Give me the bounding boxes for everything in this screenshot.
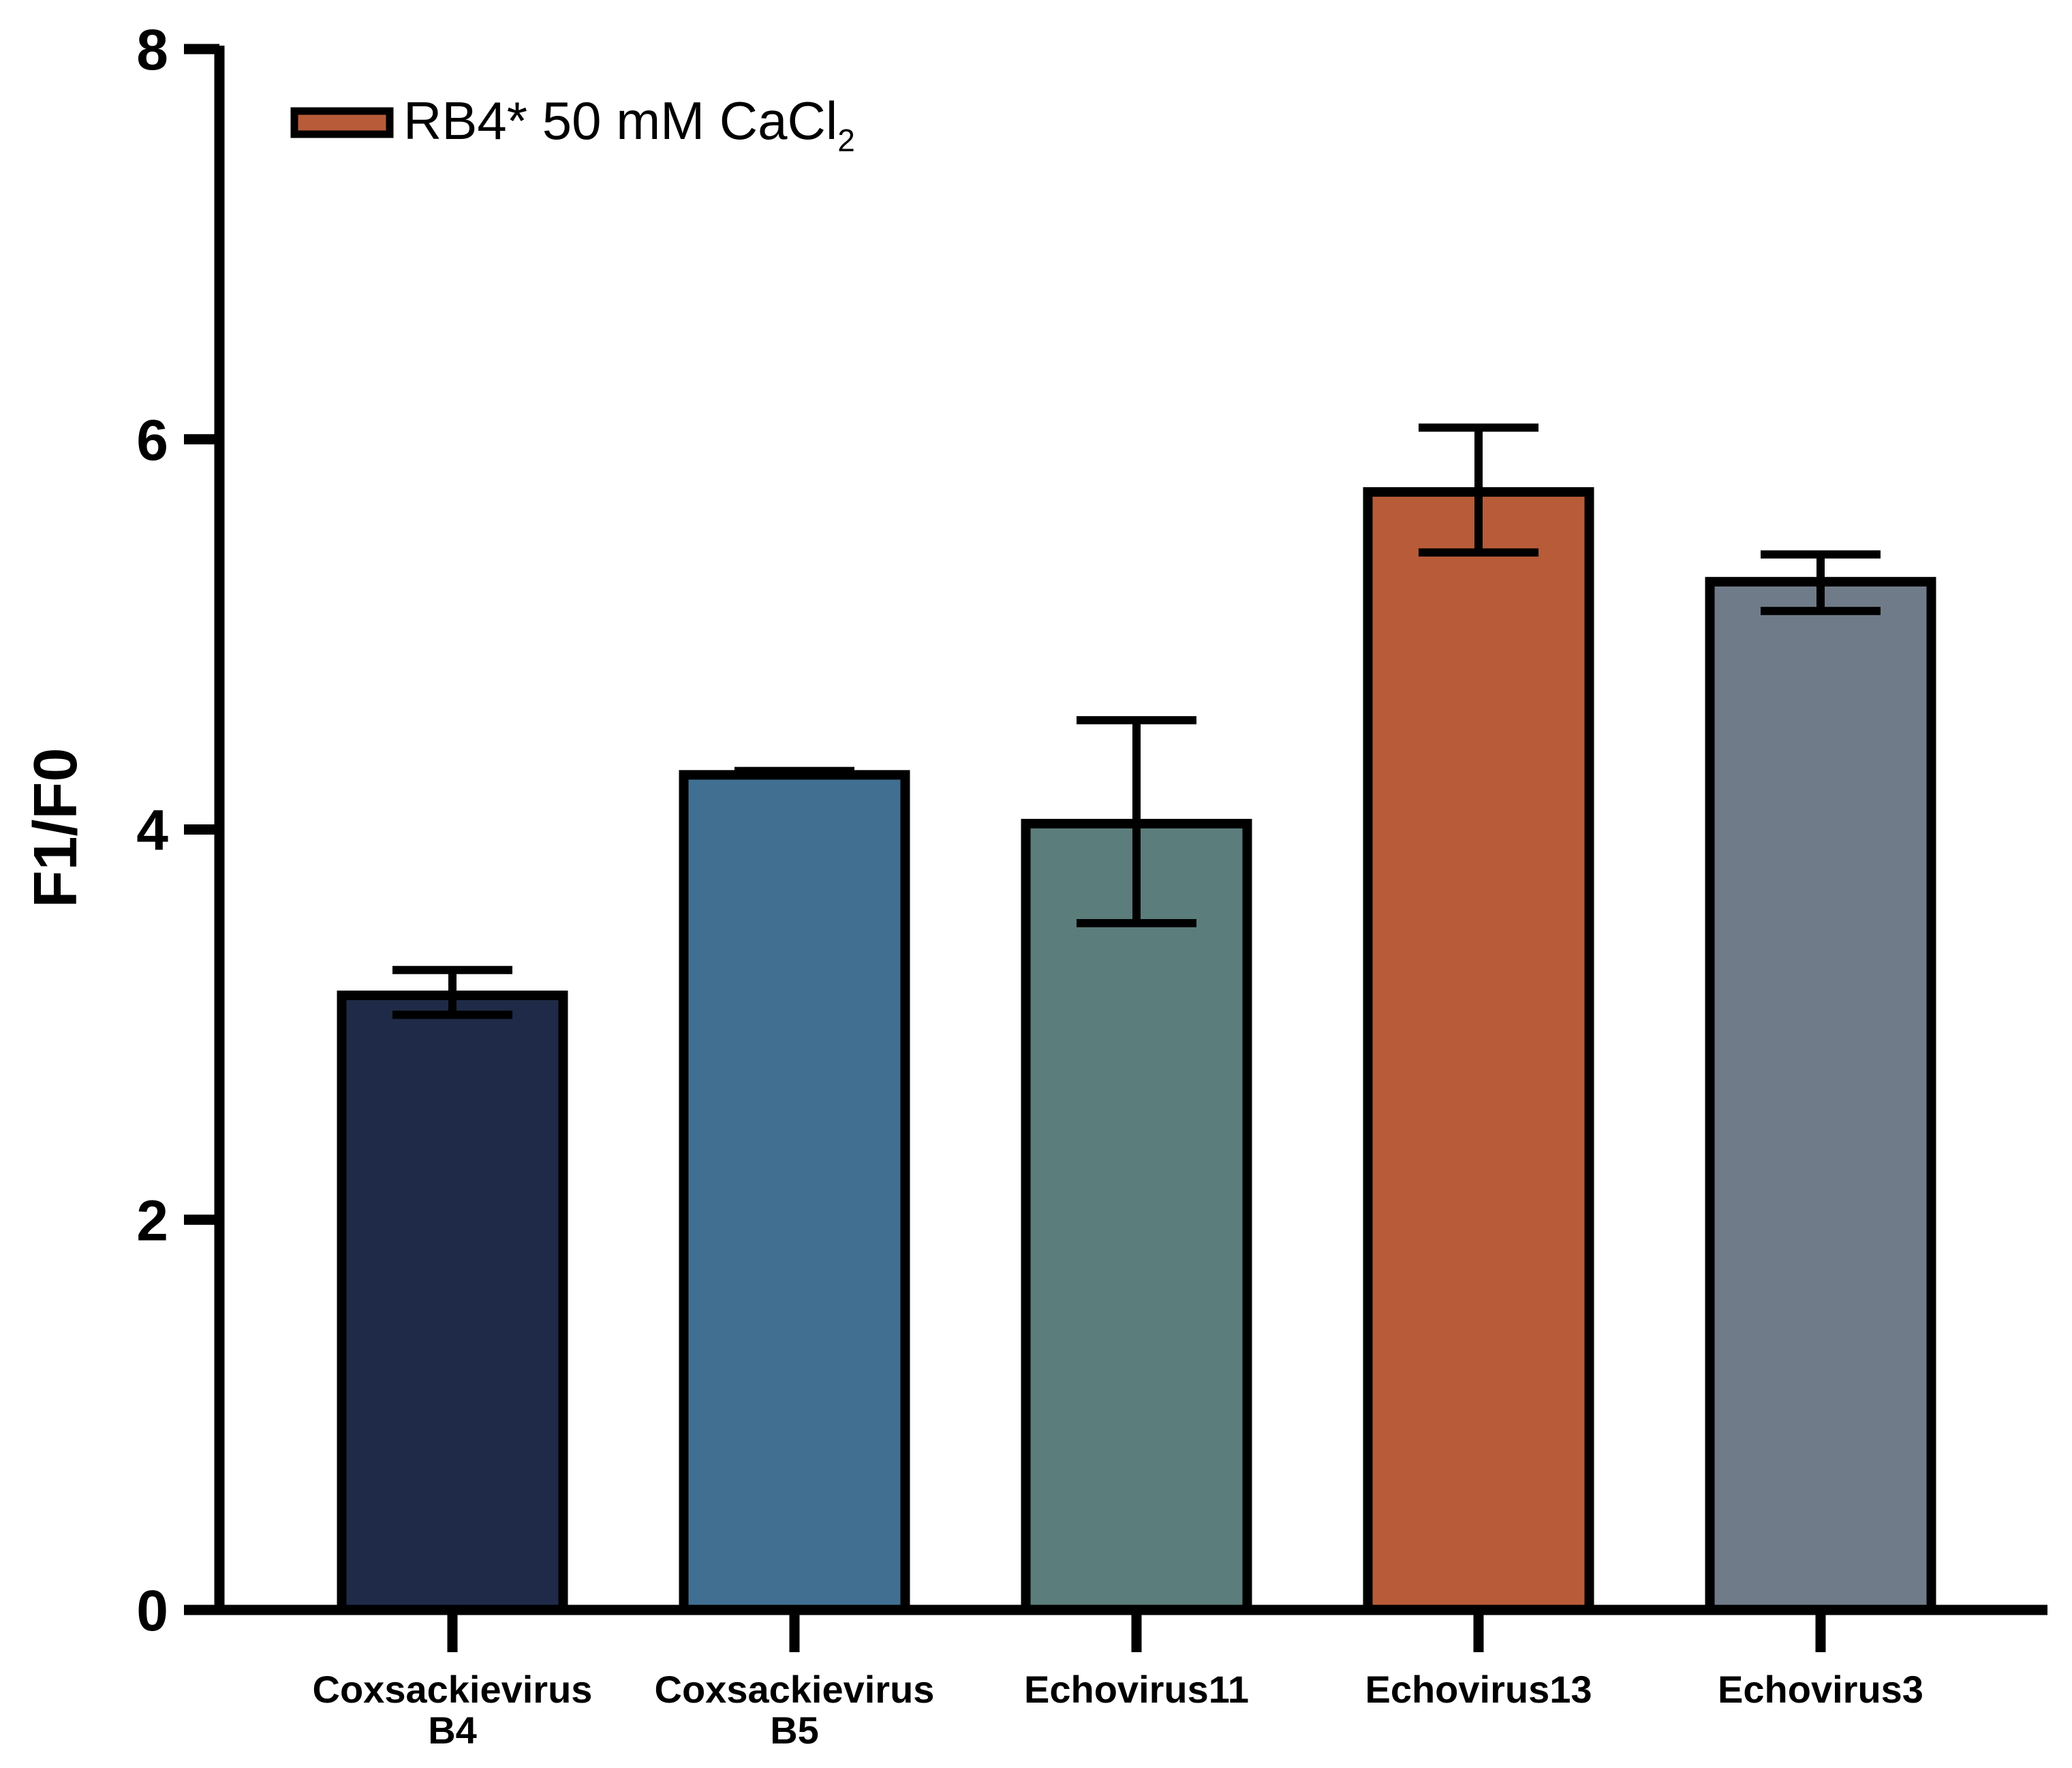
legend-swatch: [290, 107, 394, 138]
y-ticks-layer: 0 2 4 6 8: [136, 18, 219, 1643]
x-tick-label-line: Coxsackievirus: [655, 1668, 935, 1711]
legend-label-main: RB4* 50 mM CaCl: [403, 91, 837, 151]
bar: [1021, 818, 1252, 1615]
y-tick-label: 2: [136, 1188, 168, 1252]
legend-label: RB4* 50 mM CaCl2: [403, 91, 855, 158]
bar: [1363, 487, 1594, 1615]
x-tick-label-line: Echovirus13: [1365, 1668, 1592, 1711]
bar: [1705, 576, 1936, 1615]
y-tick-label: 0: [136, 1579, 168, 1643]
x-tick-label: Echovirus11: [1024, 1668, 1249, 1711]
x-tick-label-line: B5: [770, 1709, 819, 1752]
x-tick-label: Echovirus3: [1718, 1668, 1923, 1711]
x-tick-label: Coxsackievirus B5: [655, 1668, 935, 1752]
bar: [337, 990, 568, 1615]
x-tick-label: Echovirus13: [1365, 1668, 1592, 1711]
x-tick-label-line: Echovirus11: [1024, 1668, 1249, 1711]
y-tick-label: 4: [136, 798, 168, 863]
y-axis-label: F1/F0: [22, 747, 90, 908]
x-tick-label: Coxsackievirus B4: [313, 1668, 593, 1752]
error-bars-layer: [392, 423, 1881, 1019]
bars-layer: [337, 487, 1936, 1615]
bar: [679, 770, 910, 1615]
y-tick-label: 6: [136, 408, 168, 472]
y-tick-label: 8: [136, 18, 168, 82]
x-tick-label-line: Echovirus3: [1718, 1668, 1923, 1711]
x-tick-label-line: Coxsackievirus: [313, 1668, 593, 1711]
legend: RB4* 50 mM CaCl2: [290, 91, 855, 158]
legend-label-subscript: 2: [837, 123, 855, 158]
x-tick-label-line: B4: [428, 1709, 477, 1752]
